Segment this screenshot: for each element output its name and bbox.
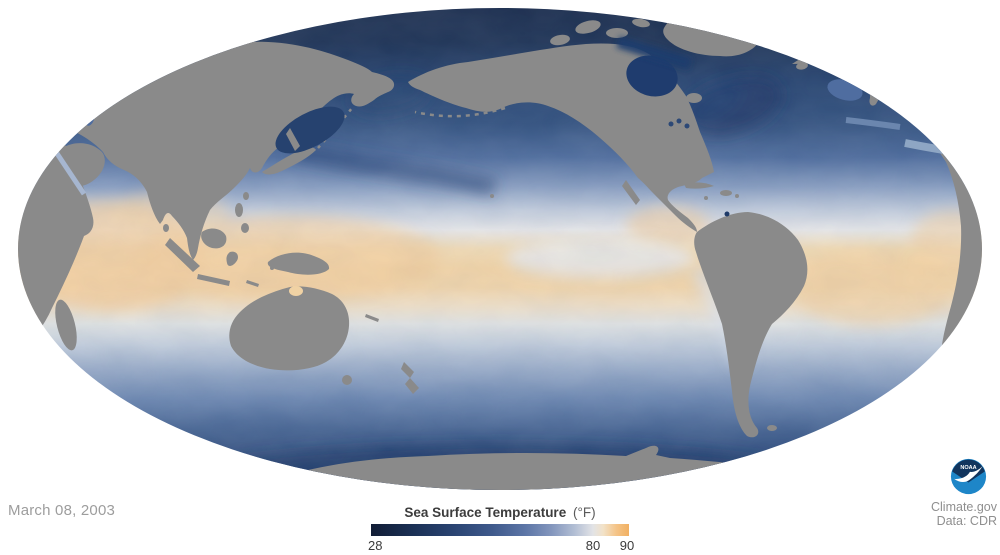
- sea-channel-biscay: [845, 117, 901, 130]
- islands-new-zealand: [401, 362, 419, 394]
- sea-baltic: [856, 63, 887, 86]
- colorbar-title-text: Sea Surface Temperature: [404, 505, 567, 520]
- colorbar-tick-max: 90: [619, 538, 635, 553]
- island-tasmania: [342, 375, 352, 385]
- islands-indonesia: [165, 228, 282, 287]
- island-japan: [262, 147, 316, 175]
- island-madagascar: [55, 299, 77, 351]
- noaa-logo: NOAA: [950, 458, 987, 495]
- noaa-logo-crest: [952, 459, 985, 483]
- colorbar-unit: (°F): [572, 505, 596, 520]
- colorbar-gradient: [371, 524, 629, 536]
- great-lakes: [668, 118, 690, 129]
- island-sakhalin-2: [286, 128, 300, 151]
- landmass-australia: [229, 286, 350, 371]
- noaa-gull-icon: [954, 465, 983, 482]
- attribution: Climate.gov Data: CDR: [931, 500, 997, 528]
- sea-mediterranean-east: [21, 127, 39, 137]
- islands-philippines: [235, 203, 249, 233]
- landmass-south-america: [694, 212, 808, 438]
- island-newfoundland: [686, 93, 702, 103]
- sea-hudson-bay: [626, 55, 678, 97]
- sea-baffin-bay: [616, 36, 692, 70]
- noaa-logo-text: NOAA: [960, 465, 976, 471]
- islands-canadian-arctic: [550, 18, 650, 46]
- peninsula-baja: [622, 180, 640, 205]
- attribution-source: Climate.gov: [931, 500, 997, 514]
- lake-maracaibo: [724, 211, 730, 217]
- gulf-carpentaria: [289, 286, 303, 296]
- island-iceland: [796, 62, 808, 70]
- colorbar-tick-min: 28: [368, 538, 383, 553]
- date-label: March 08, 2003: [8, 502, 116, 519]
- islands-aleutian: [414, 106, 506, 118]
- island-new-caledonia: [365, 314, 379, 322]
- sea-black: [55, 112, 69, 122]
- islands-caribbean: [684, 182, 739, 200]
- island-sri-lanka: [163, 224, 169, 232]
- island-new-guinea: [267, 252, 330, 275]
- colorbar-tick-80: 80: [585, 538, 601, 553]
- islands-falkland: [767, 425, 777, 431]
- island-taiwan: [243, 192, 249, 200]
- sea-red: [53, 150, 87, 196]
- sst-world-map: [18, 8, 982, 490]
- island-hawaii: [490, 194, 494, 198]
- colorbar-title: Sea Surface Temperature (°F): [371, 505, 629, 520]
- attribution-data: Data: CDR: [936, 513, 997, 528]
